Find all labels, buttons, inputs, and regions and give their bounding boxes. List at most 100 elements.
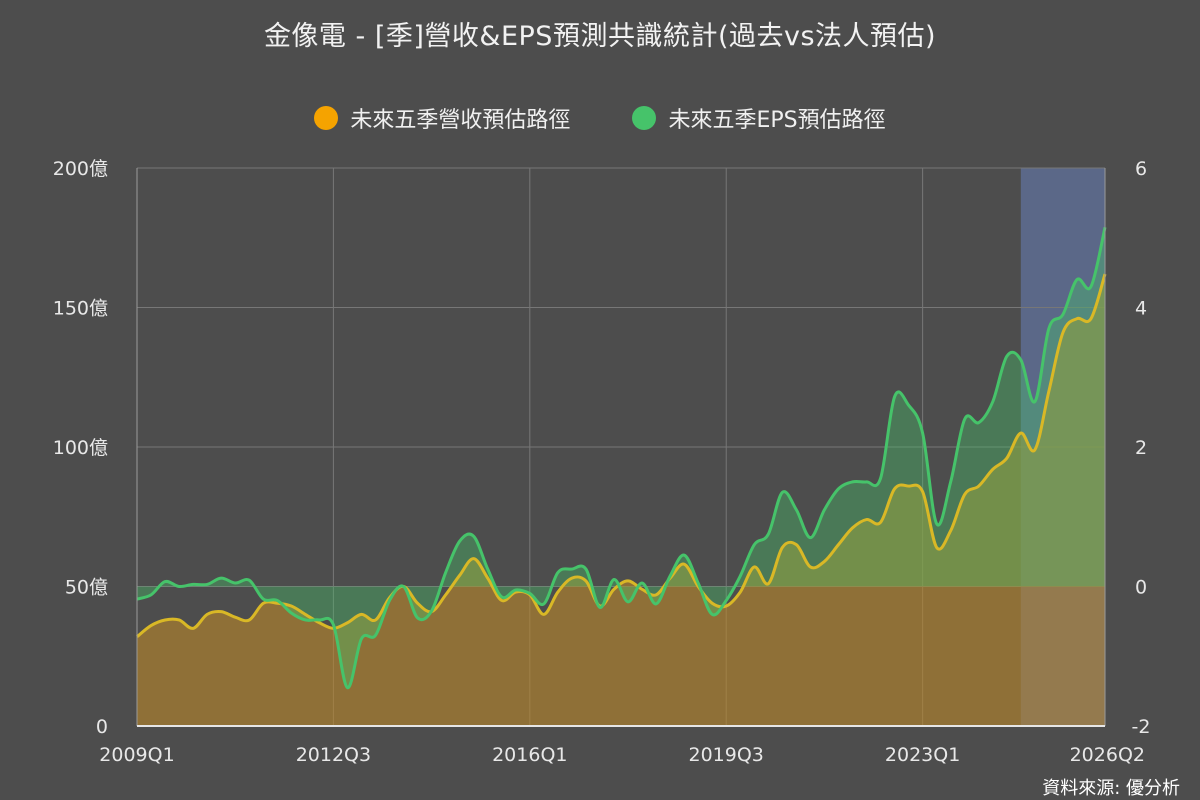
eps-point [402,585,406,589]
revenue-point [472,557,476,561]
revenue-point [724,604,728,608]
x-tick-label: 2019Q3 [689,744,764,766]
revenue-point [977,484,981,488]
eps-point [682,553,686,557]
revenue-point [359,612,363,616]
revenue-point [486,576,490,580]
eps-point [822,508,826,512]
revenue-point [808,565,812,569]
y-left-tick-label: 150億 [53,298,108,320]
revenue-point [331,626,335,630]
y-right-tick-label: 0 [1135,577,1147,599]
eps-point [612,578,616,582]
legend-item-eps[interactable]: 未來五季EPS預估路徑 [632,102,886,134]
eps-point [261,597,265,601]
revenue-point [794,543,798,547]
y-left-tick-label: 50億 [65,577,108,599]
revenue-point [626,579,630,583]
revenue-point [584,579,588,583]
revenue-point [570,576,574,580]
x-tick-label: 2023Q1 [885,744,960,766]
revenue-point [766,582,770,586]
revenue-point [836,543,840,547]
eps-point [1075,278,1079,282]
eps-point [331,623,335,627]
y-left-tick-label: 0 [96,716,108,738]
revenue-point [1033,448,1037,452]
eps-point [879,476,883,480]
revenue-point [500,598,504,602]
revenue-point [654,593,658,597]
source-label: 資料來源: 優分析 [1042,778,1180,799]
eps-point [556,571,560,575]
revenue-point [682,562,686,566]
revenue-point [1019,431,1023,435]
eps-point [163,580,167,584]
revenue-point [261,601,265,605]
y-right-tick-label: 2 [1135,437,1147,459]
eps-point [388,598,392,602]
eps-point [977,421,981,425]
x-tick-label: 2009Q1 [99,744,174,766]
eps-point [1033,400,1037,404]
eps-point [191,582,195,586]
x-tick-label: 2012Q3 [296,744,371,766]
revenue-point [163,618,167,622]
eps-point [963,417,967,421]
eps-point [430,609,434,613]
y-left-tick-label: 100億 [53,437,108,459]
revenue-point [345,621,349,625]
revenue-point [191,626,195,630]
eps-point [1019,358,1023,362]
eps-point [472,534,476,538]
eps-point [275,598,279,602]
legend-label-revenue: 未來五季營收預估路徑 [350,108,571,133]
revenue-point [921,490,925,494]
eps-point [303,618,307,622]
eps-point [808,536,812,540]
eps-point [738,574,742,578]
eps-point [710,612,714,616]
revenue-point [893,487,897,491]
revenue-point [1075,317,1079,321]
revenue-point [373,618,377,622]
revenue-point [1061,331,1065,335]
y-right-tick-label: -2 [1132,716,1151,738]
eps-point [1047,326,1051,330]
legend-item-revenue[interactable]: 未來五季營收預估路徑 [314,102,570,134]
revenue-point [149,624,153,628]
revenue-point [556,590,560,594]
eps-point [865,480,869,484]
revenue-point [444,593,448,597]
revenue-point [935,545,939,549]
eps-point [921,431,925,435]
eps-point [345,686,349,690]
revenue-point [177,618,181,622]
revenue-point [991,467,995,471]
revenue-point [850,526,854,530]
legend-label-eps: 未來五季EPS預估路徑 [668,108,886,133]
revenue-point [416,601,420,605]
revenue-point [458,573,462,577]
revenue-point [710,601,714,605]
revenue-point [612,587,616,591]
revenue-point [963,492,967,496]
eps-point [233,581,237,585]
eps-point [654,602,658,606]
eps-point [486,567,490,571]
revenue-point [542,612,546,616]
eps-point [177,585,181,589]
eps-point [247,578,251,582]
eps-point [794,508,798,512]
revenue-point [303,612,307,616]
eps-point [668,574,672,578]
eps-point [500,595,504,599]
eps-point [584,567,588,571]
revenue-point [752,565,756,569]
eps-point [528,591,532,595]
eps-point [416,616,420,620]
eps-point [570,567,574,571]
eps-point [317,618,321,622]
revenue-point [738,590,742,594]
revenue-point [780,545,784,549]
